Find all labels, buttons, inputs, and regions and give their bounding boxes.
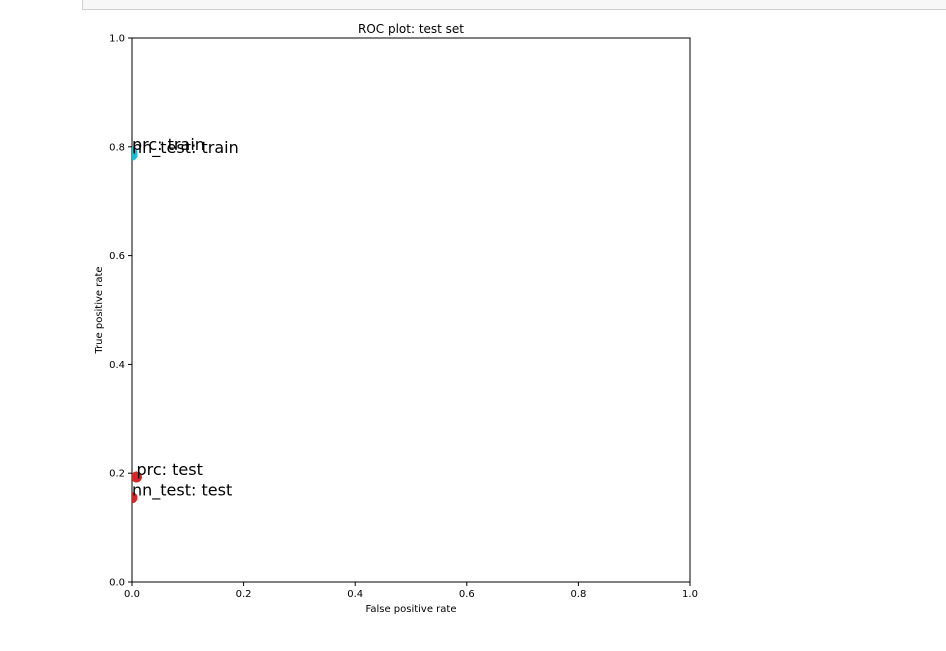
x-tick-label: 0.0 xyxy=(124,589,140,600)
point-label: prc: test xyxy=(136,460,202,479)
chart-title: ROC plot: test set xyxy=(358,22,464,36)
x-tick-label: 0.6 xyxy=(459,589,475,600)
data-point xyxy=(132,492,138,504)
x-axis: 0.0 0.2 0.4 0.6 0.8 1.0 xyxy=(124,582,698,600)
cell-output-border xyxy=(82,0,946,10)
y-tick-label: 0.6 xyxy=(109,251,125,262)
y-tick-label: 0.8 xyxy=(109,142,125,153)
y-tick-label: 0.4 xyxy=(109,360,125,371)
x-tick-label: 0.2 xyxy=(236,589,252,600)
point-label: nn_test: train xyxy=(132,138,239,158)
y-tick-label: 0.2 xyxy=(109,469,125,480)
x-tick-label: 0.4 xyxy=(347,589,363,600)
point-label: nn_test: test xyxy=(132,481,232,501)
y-tick-label: 1.0 xyxy=(109,34,125,45)
x-tick-label: 0.8 xyxy=(570,589,586,600)
point-label: prc: train xyxy=(132,135,205,154)
y-axis-label: True positive rate xyxy=(94,266,105,354)
data-point xyxy=(132,146,138,158)
y-axis: 0.0 0.2 0.4 0.6 0.8 1.0 xyxy=(109,34,132,589)
x-axis-label: False positive rate xyxy=(366,604,457,615)
plot-frame xyxy=(131,37,691,583)
x-tick-label: 1.0 xyxy=(682,589,698,600)
data-point xyxy=(132,471,142,483)
y-tick-label: 0.0 xyxy=(109,578,125,589)
data-points xyxy=(132,146,142,504)
